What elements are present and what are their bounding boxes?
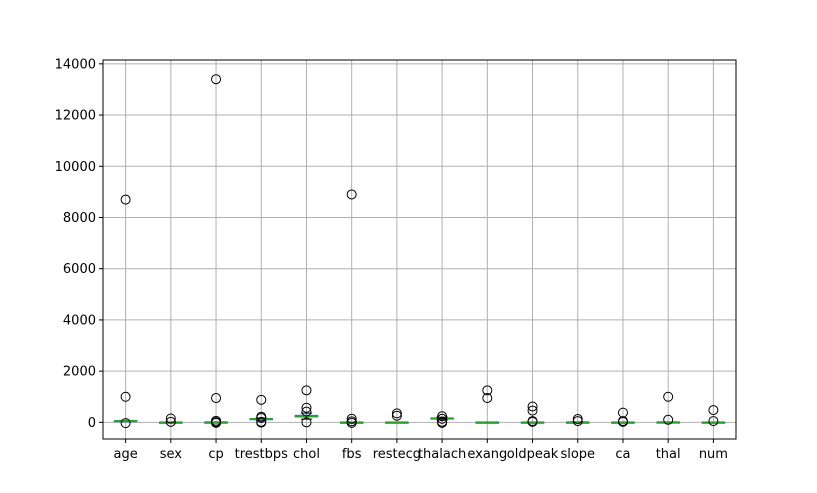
box-thal — [656, 391, 680, 425]
y-tick-label: 0 — [88, 416, 96, 431]
outlier-point — [482, 393, 493, 404]
outlier-point — [708, 416, 719, 427]
x-tick-label-chol: chol — [293, 447, 320, 462]
y-tick-label: 14000 — [55, 57, 96, 72]
box-ca — [611, 407, 635, 427]
x-tick-label-fbs: fbs — [342, 447, 362, 462]
y-tick-label: 12000 — [55, 109, 96, 124]
outlier-point — [120, 418, 131, 429]
x-tick-label-oldpeak: oldpeak — [507, 447, 559, 462]
outlier-point — [211, 417, 222, 428]
x-tick-label-cp: cp — [208, 447, 223, 462]
x-tick-label-num: num — [699, 447, 728, 462]
boxes-layer — [113, 74, 726, 429]
outlier-point — [211, 74, 222, 85]
grid-lines — [103, 60, 736, 439]
outlier-point — [527, 401, 538, 412]
outlier-point — [663, 391, 674, 402]
box-oldpeak — [520, 401, 545, 427]
outlier-point — [120, 194, 131, 205]
outlier-point — [211, 393, 222, 404]
outlier-point — [437, 411, 448, 422]
outlier-point — [617, 416, 628, 427]
y-tick-label: 8000 — [63, 211, 96, 226]
box-sex — [159, 413, 183, 427]
box-exang — [475, 385, 500, 424]
outlier-point — [391, 408, 402, 419]
outlier-point — [301, 417, 312, 428]
outlier-point — [482, 385, 493, 396]
outlier-point — [301, 385, 312, 396]
outlier-point — [663, 414, 674, 425]
x-tick-label-slope: slope — [560, 447, 595, 462]
outlier-point — [346, 413, 357, 424]
outlier-point — [165, 416, 176, 427]
box-slope — [565, 414, 590, 427]
outlier-point — [437, 417, 448, 428]
x-tick-label-thalach: thalach — [418, 447, 466, 462]
box-thalach — [430, 411, 454, 428]
x-tick-label-trestbps: trestbps — [235, 447, 289, 462]
outlier-point — [346, 189, 357, 200]
outlier-point — [256, 394, 267, 405]
outlier-point — [120, 391, 131, 402]
outlier-point — [256, 413, 267, 424]
outlier-point — [572, 416, 583, 427]
outlier-point — [301, 406, 312, 417]
box-cp — [204, 74, 228, 428]
outlier-point — [527, 405, 538, 416]
y-tick-label: 2000 — [63, 365, 96, 380]
y-axis: 0 2000 4000 6000 8000 10000 12000 14000 — [55, 57, 103, 431]
plot-frame — [102, 59, 737, 440]
y-tick-label: 6000 — [63, 262, 96, 277]
box-trestbps — [249, 394, 274, 428]
box-fbs — [339, 189, 364, 428]
y-tick-label: 10000 — [55, 160, 96, 175]
outlier-point — [708, 405, 719, 416]
box-restecg — [385, 408, 409, 424]
outlier-point — [346, 417, 357, 428]
y-tick-label: 4000 — [63, 313, 96, 328]
x-tick-label-exang: exang — [467, 447, 507, 462]
outlier-point — [165, 413, 176, 424]
x-tick-label-thal: thal — [656, 447, 681, 462]
outlier-point — [437, 413, 448, 424]
x-tick-label-age: age — [113, 447, 137, 462]
outlier-point — [391, 410, 402, 421]
x-tick-label-sex: sex — [160, 447, 183, 462]
outlier-point — [301, 402, 312, 413]
outlier-point — [256, 417, 267, 428]
outlier-point — [527, 416, 538, 427]
x-tick-label-ca: ca — [615, 447, 630, 462]
box-age — [113, 194, 138, 429]
box-num — [701, 405, 726, 427]
x-tick-label-restecg: restecg — [373, 447, 421, 462]
box-chol — [294, 385, 319, 428]
